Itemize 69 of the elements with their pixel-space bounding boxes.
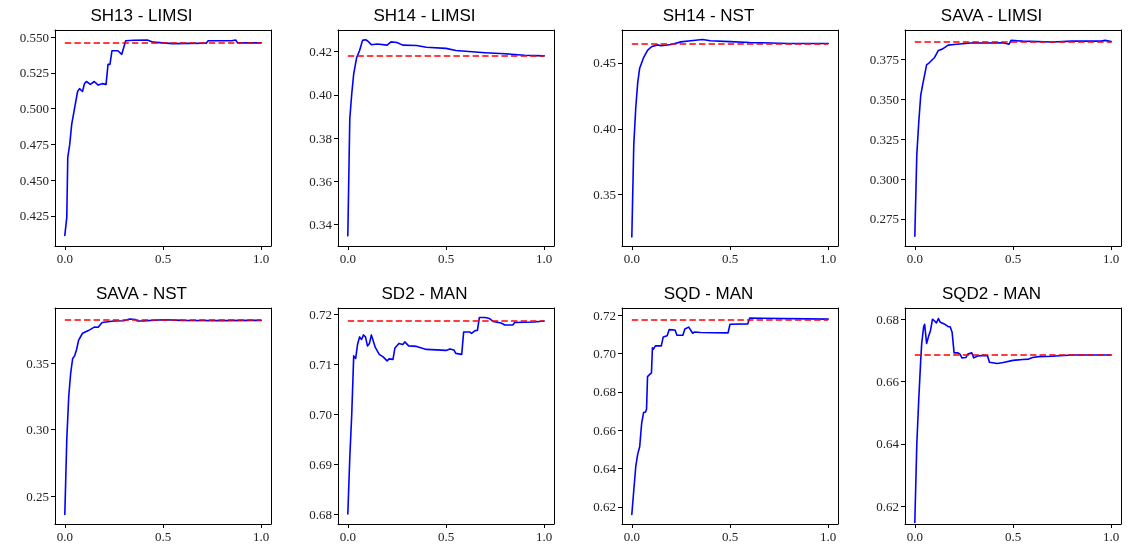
y-tick-label: 0.42 <box>309 44 333 60</box>
y-tick-label: 0.68 <box>592 384 616 400</box>
chart-title: SQD - MAN <box>663 284 753 303</box>
x-tick-label: 0.0 <box>906 251 923 266</box>
x-tick-label: 0.5 <box>154 251 172 266</box>
y-tick-label: 0.450 <box>19 172 49 188</box>
chart-title: SAVA - LIMSI <box>940 6 1042 25</box>
x-tick-label: 0.0 <box>56 251 73 266</box>
x-tick-label: 0.5 <box>154 529 172 544</box>
y-tick-label: 0.68 <box>309 506 333 522</box>
x-tick-label: 1.0 <box>1102 529 1120 544</box>
y-tick-label: 0.40 <box>592 121 616 137</box>
y-tick-label: 0.66 <box>592 422 616 438</box>
y-tick-label: 0.62 <box>592 499 616 515</box>
y-tick-label: 0.70 <box>309 406 333 422</box>
x-tick-label: 1.0 <box>1102 251 1120 266</box>
x-tick-label: 1.0 <box>253 529 270 544</box>
y-tick-label: 0.425 <box>19 208 49 224</box>
x-tick-label: 0.5 <box>721 529 738 544</box>
x-tick-label: 0.5 <box>721 251 738 266</box>
x-tick-label: 1.0 <box>536 529 553 544</box>
y-tick-label: 0.25 <box>26 488 49 504</box>
x-tick-label: 0.0 <box>623 529 640 544</box>
y-tick-label: 0.375 <box>869 51 899 67</box>
chart-title: SD2 - MAN <box>381 284 468 303</box>
y-tick-label: 0.275 <box>869 211 899 227</box>
x-tick-label: 0.5 <box>438 529 455 544</box>
chart-title: SH14 - NST <box>662 6 754 25</box>
y-tick-label: 0.72 <box>309 306 333 322</box>
x-tick-label: 0.0 <box>56 529 73 544</box>
y-tick-label: 0.300 <box>869 171 899 187</box>
chart-title: SH14 - LIMSI <box>373 6 476 25</box>
y-tick-label: 0.35 <box>592 187 616 203</box>
y-tick-label: 0.69 <box>309 456 333 472</box>
chart-title: SQD2 - MAN <box>941 284 1041 303</box>
y-tick-label: 0.500 <box>19 101 49 117</box>
chart-title: SH13 - LIMSI <box>90 6 193 25</box>
x-tick-label: 1.0 <box>536 251 553 266</box>
x-tick-label: 0.0 <box>623 251 640 266</box>
y-tick-label: 0.71 <box>309 356 333 372</box>
y-tick-label: 0.66 <box>876 374 900 390</box>
x-tick-label: 0.0 <box>906 529 923 544</box>
y-tick-label: 0.64 <box>876 436 900 452</box>
chart-title: SAVA - NST <box>95 284 188 303</box>
y-tick-label: 0.325 <box>869 131 899 147</box>
y-tick-label: 0.40 <box>309 87 333 103</box>
y-tick-label: 0.550 <box>19 29 49 45</box>
x-tick-label: 1.0 <box>253 251 270 266</box>
y-tick-label: 0.70 <box>592 346 616 362</box>
x-tick-label: 0.0 <box>339 251 357 266</box>
y-tick-label: 0.68 <box>876 311 899 327</box>
y-tick-label: 0.35 <box>26 355 49 371</box>
y-tick-label: 0.62 <box>876 498 899 514</box>
x-tick-label: 0.5 <box>1004 529 1021 544</box>
x-tick-label: 1.0 <box>819 251 836 266</box>
y-tick-label: 0.350 <box>869 91 899 107</box>
y-tick-label: 0.34 <box>309 216 333 232</box>
y-tick-label: 0.64 <box>592 460 616 476</box>
y-tick-label: 0.72 <box>592 307 616 323</box>
y-tick-label: 0.38 <box>309 130 333 146</box>
y-tick-label: 0.36 <box>309 173 333 189</box>
y-tick-label: 0.45 <box>592 55 616 71</box>
y-tick-label: 0.525 <box>19 65 49 81</box>
y-tick-label: 0.30 <box>26 422 49 438</box>
x-tick-label: 1.0 <box>819 529 836 544</box>
y-tick-label: 0.475 <box>19 136 49 152</box>
x-tick-label: 0.5 <box>438 251 455 266</box>
x-tick-label: 0.0 <box>339 529 357 544</box>
x-tick-label: 0.5 <box>1004 251 1021 266</box>
